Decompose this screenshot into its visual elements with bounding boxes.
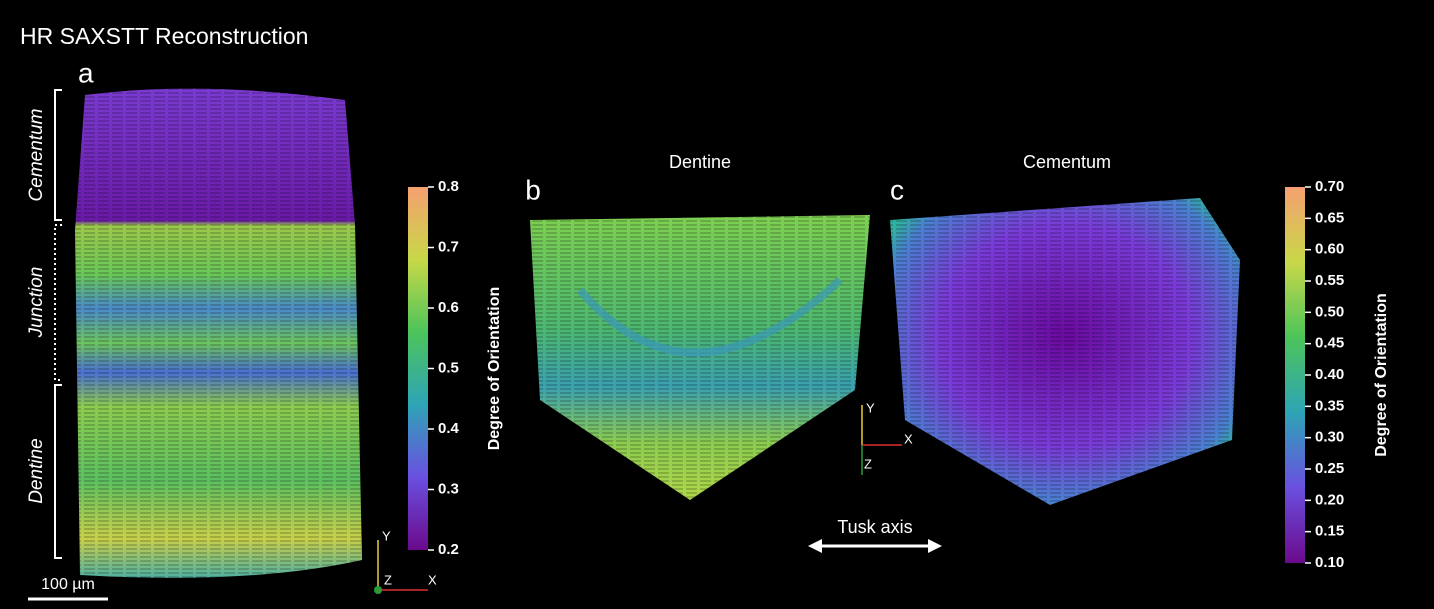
panel-label: c [890,174,904,205]
tusk-axis-arrow [808,539,942,553]
colorbar-label: Degree of Orientation [1373,293,1390,457]
colorbar-tick-label: 0.6 [438,299,459,316]
region-label: Junction [26,267,47,339]
fibre-texture [530,215,870,500]
colorbar-tick-label: 0.60 [1315,241,1344,258]
colorbar [1285,187,1305,563]
colorbar-tick-label: 0.40 [1315,366,1344,383]
colorbar-tick-label: 0.2 [438,541,459,558]
fibre-texture [890,198,1240,505]
axis-label: Y [866,400,875,415]
colorbar-tick-label: 0.3 [438,480,459,497]
colorbar-tick-label: 0.65 [1315,209,1344,226]
fibre-texture [75,89,362,578]
colorbar-tick-label: 0.70 [1315,178,1344,195]
colorbar-tick-label: 0.10 [1315,554,1344,571]
region-label: Dentine [26,438,47,504]
axis-label: X [428,572,437,587]
colorbar-tick-label: 0.7 [438,238,459,255]
panel-label: b [525,174,541,205]
panel-title: Cementum [1023,152,1111,172]
region-label: Cementum [26,109,47,202]
colorbar-tick-label: 0.20 [1315,491,1344,508]
colorbar-tick-label: 0.45 [1315,335,1344,352]
axis-label: Z [864,456,872,471]
panel-label: a [78,57,94,88]
colorbar-tick-label: 0.4 [438,420,460,437]
axis-label: Z [384,572,392,587]
colorbar-tick-label: 0.25 [1315,460,1344,477]
colorbar-tick-label: 0.35 [1315,397,1344,414]
colorbar [408,187,428,550]
figure-title: HR SAXSTT Reconstruction [20,23,308,49]
region-brackets [55,90,62,558]
panel-title: Dentine [669,152,731,172]
colorbar-tick-label: 0.8 [438,178,459,195]
colorbar-tick-label: 0.30 [1315,429,1344,446]
scale-bar-label: 100 µm [41,576,95,593]
axis-label: Y [382,528,391,543]
colorbar-tick-label: 0.15 [1315,523,1344,540]
colorbar-tick-label: 0.50 [1315,303,1344,320]
colorbar-label: Degree of Orientation [486,287,503,451]
colorbar-tick-label: 0.55 [1315,272,1344,289]
colorbar-tick-label: 0.5 [438,359,459,376]
figure: HR SAXSTT Reconstruction a Cementum Junc… [0,0,1434,609]
page: HR SAXSTT Reconstruction a Cementum Junc… [0,0,1434,609]
axis-label: X [904,431,913,446]
tusk-axis-label: Tusk axis [837,517,912,537]
